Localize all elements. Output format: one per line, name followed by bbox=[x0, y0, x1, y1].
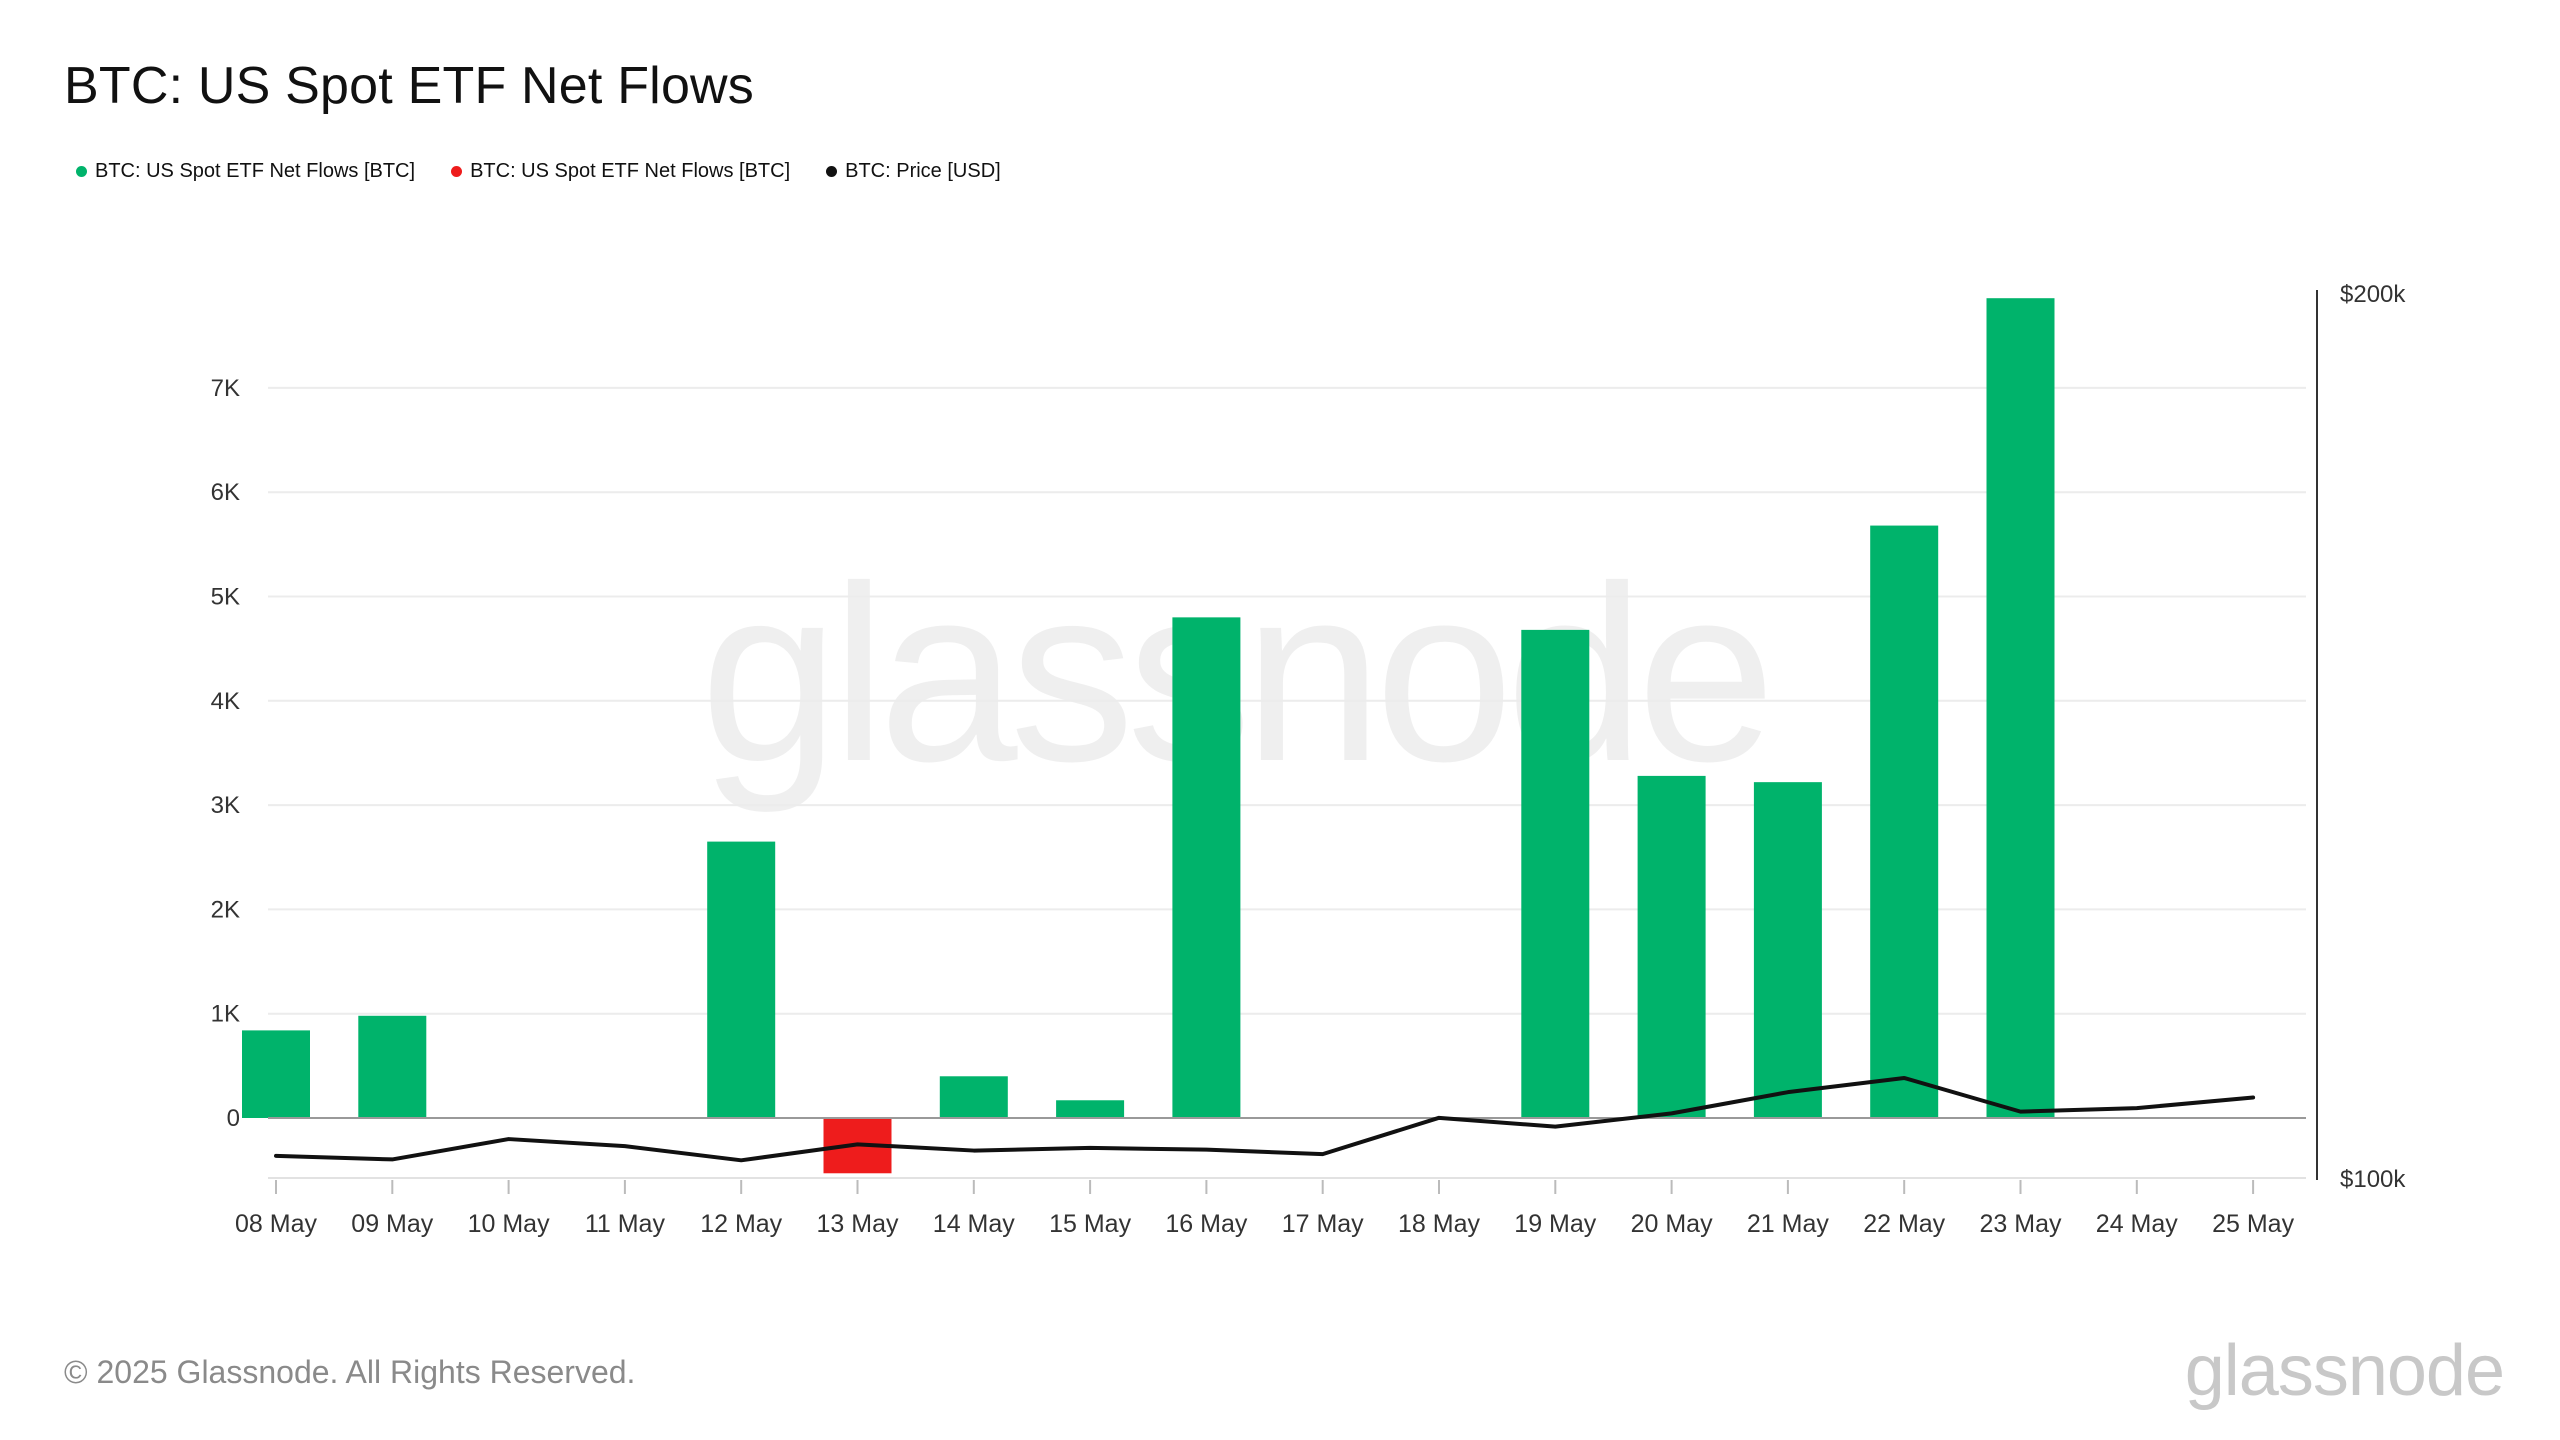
x-axis-tick-label: 11 May bbox=[585, 1210, 666, 1238]
inflow-bar[interactable] bbox=[358, 1015, 427, 1118]
x-axis-tick-label: 16 May bbox=[1165, 1210, 1247, 1238]
chart-legend: BTC: US Spot ETF Net Flows [BTC] BTC: US… bbox=[76, 160, 1001, 183]
inflow-bar[interactable] bbox=[1172, 617, 1241, 1118]
left-axis-tick-label: 5K bbox=[211, 584, 240, 611]
x-axis-tick-label: 10 May bbox=[468, 1210, 550, 1238]
x-axis-tick-label: 12 May bbox=[700, 1210, 782, 1238]
left-axis-tick-label: 7K bbox=[211, 375, 240, 402]
right-axis-tick-label: $100k bbox=[2340, 1166, 2406, 1193]
inflow-bar[interactable] bbox=[1986, 298, 2055, 1118]
right-axis-tick-label: $200k bbox=[2340, 281, 2406, 308]
legend-label-price: BTC: Price [USD] bbox=[845, 160, 1001, 182]
x-axis-tick-label: 17 May bbox=[1282, 1210, 1364, 1238]
x-axis-tick-label: 15 May bbox=[1049, 1210, 1131, 1238]
x-axis-tick-label: 13 May bbox=[817, 1210, 899, 1238]
left-axis-tick-label: 0 bbox=[227, 1105, 240, 1132]
inflow-bar[interactable] bbox=[1870, 525, 1939, 1118]
x-axis-tick-label: 23 May bbox=[1980, 1210, 2062, 1238]
inflow-bar[interactable] bbox=[707, 841, 776, 1118]
chart-title: BTC: US Spot ETF Net Flows bbox=[64, 57, 755, 115]
x-axis-tick-label: 22 May bbox=[1863, 1210, 1945, 1238]
legend-dot-outflows bbox=[451, 166, 463, 177]
x-axis-tick-label: 24 May bbox=[2096, 1210, 2178, 1238]
left-axis-tick-label: 1K bbox=[211, 1001, 240, 1028]
price-line[interactable] bbox=[274, 1075, 2256, 1163]
legend-item-inflows[interactable]: BTC: US Spot ETF Net Flows [BTC] bbox=[76, 160, 415, 183]
legend-item-outflows[interactable]: BTC: US Spot ETF Net Flows [BTC] bbox=[451, 160, 790, 183]
inflow-bar[interactable] bbox=[939, 1076, 1008, 1118]
legend-item-price[interactable]: BTC: Price [USD] bbox=[826, 160, 1001, 183]
legend-dot-price bbox=[826, 166, 838, 177]
x-axis-tick-label: 09 May bbox=[351, 1210, 433, 1238]
x-axis-tick-label: 21 May bbox=[1747, 1210, 1829, 1238]
legend-label-outflows: BTC: US Spot ETF Net Flows [BTC] bbox=[470, 160, 791, 182]
x-axis-tick-label: 25 May bbox=[2212, 1210, 2294, 1238]
inflow-bar[interactable] bbox=[1753, 782, 1822, 1118]
legend-dot-inflows bbox=[76, 166, 87, 177]
inflow-bar[interactable] bbox=[1521, 629, 1590, 1118]
left-axis-tick-label: 4K bbox=[211, 688, 240, 715]
left-axis-tick-label: 6K bbox=[211, 479, 240, 506]
left-axis-tick-label: 3K bbox=[211, 792, 240, 819]
x-axis-tick-label: 14 May bbox=[933, 1210, 1015, 1238]
grid-lines bbox=[268, 386, 2306, 1015]
inflow-bar[interactable] bbox=[1637, 775, 1706, 1118]
inflow-bar[interactable] bbox=[242, 1030, 310, 1118]
inflow-bar[interactable] bbox=[1056, 1100, 1125, 1118]
copyright-footer: © 2025 Glassnode. All Rights Reserved. bbox=[64, 1354, 636, 1390]
bar-series bbox=[242, 298, 2055, 1174]
axes: 0 1K 2K 3K 4K 5K 6K 7K 08 May 09 May 10 May 11 May 1… bbox=[211, 281, 2407, 1238]
price-series bbox=[274, 1075, 2256, 1163]
left-axis-tick-label: 2K bbox=[211, 896, 240, 923]
x-axis-tick-label: 18 May bbox=[1398, 1210, 1480, 1238]
x-axis-tick-label: 19 May bbox=[1514, 1210, 1596, 1238]
x-axis-tick-label: 08 May bbox=[235, 1210, 317, 1238]
x-axis-tick-label: 20 May bbox=[1631, 1210, 1713, 1238]
brand-logo: glassnode bbox=[2184, 1331, 2505, 1411]
legend-label-inflows: BTC: US Spot ETF Net Flows [BTC] bbox=[95, 160, 416, 182]
